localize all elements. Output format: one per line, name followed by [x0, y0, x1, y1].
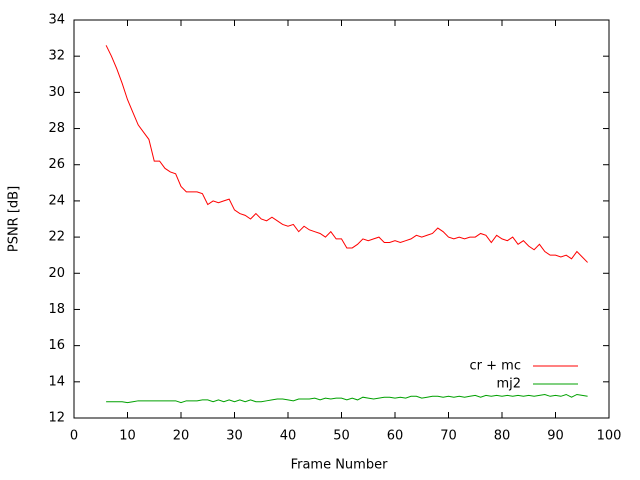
x-tick-label: 100	[597, 429, 622, 444]
y-tick-label: 22	[48, 230, 65, 245]
x-axis-label: Frame Number	[291, 458, 389, 473]
y-tick-label: 20	[48, 266, 65, 281]
x-tick-label: 60	[387, 429, 404, 444]
y-tick-label: 24	[48, 193, 65, 208]
x-tick-label: 80	[494, 429, 511, 444]
y-tick-label: 18	[48, 302, 65, 317]
y-tick-label: 14	[48, 374, 65, 389]
x-tick-label: 90	[547, 429, 564, 444]
plot-frame	[73, 19, 610, 419]
y-tick-label: 26	[48, 157, 65, 172]
y-tick-label: 12	[48, 411, 65, 426]
y-axis-label: PSNR [dB]	[7, 186, 22, 252]
y-tick-label: 30	[48, 85, 65, 100]
series-line	[106, 393, 588, 404]
x-tick-label: 0	[70, 429, 78, 444]
y-tick-label: 16	[48, 338, 65, 353]
series-line	[105, 45, 588, 263]
x-tick-label: 20	[173, 429, 190, 444]
legend-label: mj2	[496, 377, 521, 392]
y-tick-label: 32	[48, 49, 65, 64]
y-tick-label: 28	[48, 121, 65, 136]
legend-label: cr + mc	[470, 359, 521, 374]
x-tick-label: 50	[333, 429, 350, 444]
x-tick-label: 10	[119, 429, 136, 444]
x-tick-label: 30	[226, 429, 243, 444]
x-tick-label: 70	[440, 429, 457, 444]
x-tick-label: 40	[280, 429, 297, 444]
y-tick-label: 34	[48, 13, 65, 28]
